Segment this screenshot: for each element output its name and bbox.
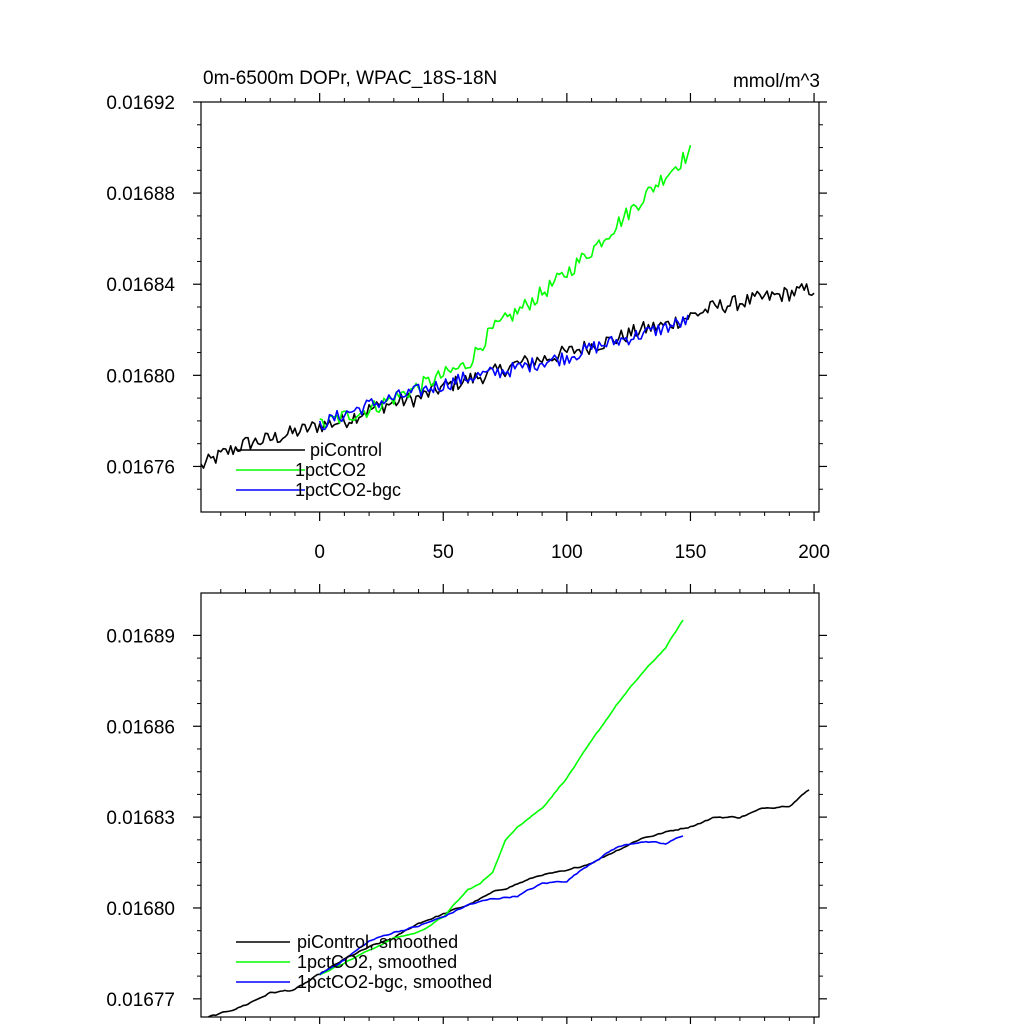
- y-tick-label: 0.01680: [106, 899, 175, 920]
- y-tick-label: 0.01692: [106, 93, 175, 114]
- top-panel: 0m-6500m DOPr, WPAC_18S-18N mmol/m^3 0.0…: [106, 68, 830, 563]
- plot-frame: [200, 592, 820, 1018]
- series-line-1pctco2: [319, 144, 692, 429]
- legend-label-1pctco2-smoothed: 1pctCO2, smoothed: [297, 952, 457, 972]
- series-lines: [200, 144, 815, 469]
- legend-label-picontrol-smoothed: piControl, smoothed: [297, 932, 458, 952]
- x-tick-label: 0: [314, 542, 325, 563]
- series-line-picontrol-smoothed: [208, 789, 810, 1018]
- legend: piControl, smoothed 1pctCO2, smoothed 1p…: [236, 932, 492, 992]
- y-tick-label: 0.01677: [106, 990, 175, 1011]
- legend-label-1pctco2-bgc: 1pctCO2-bgc: [295, 480, 401, 500]
- series-lines: [208, 619, 810, 1018]
- y-tick-label: 0.01688: [106, 184, 175, 205]
- y-tick-label: 0.01689: [106, 626, 175, 647]
- x-tick-label: 200: [798, 542, 830, 563]
- legend-label-picontrol: piControl: [310, 440, 382, 460]
- axis-ticks: 0.01676 0.01680 0.01684 0.01688 0.01692 0 50 10…: [106, 93, 830, 563]
- legend-label-1pctco2-bgc-smoothed: 1pctCO2-bgc, smoothed: [297, 972, 492, 992]
- x-tick-label: 100: [551, 542, 583, 563]
- chart-title: 0m-6500m DOPr, WPAC_18S-18N: [203, 68, 497, 89]
- units-label: mmol/m^3: [733, 71, 820, 92]
- legend-label-1pctco2: 1pctCO2: [295, 460, 366, 480]
- series-line-1pctco2-bgc: [318, 314, 689, 431]
- series-line-picontrol: [200, 283, 815, 469]
- axis-ticks: 0.01677 0.01680 0.01683 0.01686 0.01689: [106, 584, 827, 1024]
- legend: piControl 1pctCO2 1pctCO2-bgc: [236, 440, 401, 500]
- y-tick-label: 0.01680: [106, 366, 175, 387]
- x-tick-label: 50: [433, 542, 454, 563]
- x-tick-label: 150: [675, 542, 707, 563]
- series-line-1pctco2-bgc-smoothed: [319, 835, 684, 976]
- y-tick-label: 0.01683: [106, 808, 175, 829]
- y-tick-label: 0.01676: [106, 457, 175, 478]
- y-tick-label: 0.01686: [106, 717, 175, 738]
- plot-frame: [200, 101, 820, 513]
- y-tick-label: 0.01684: [106, 275, 175, 296]
- bottom-panel: 0.01677 0.01680 0.01683 0.01686 0.01689 piCo…: [106, 584, 827, 1024]
- series-line-1pctco2-smoothed: [319, 619, 684, 976]
